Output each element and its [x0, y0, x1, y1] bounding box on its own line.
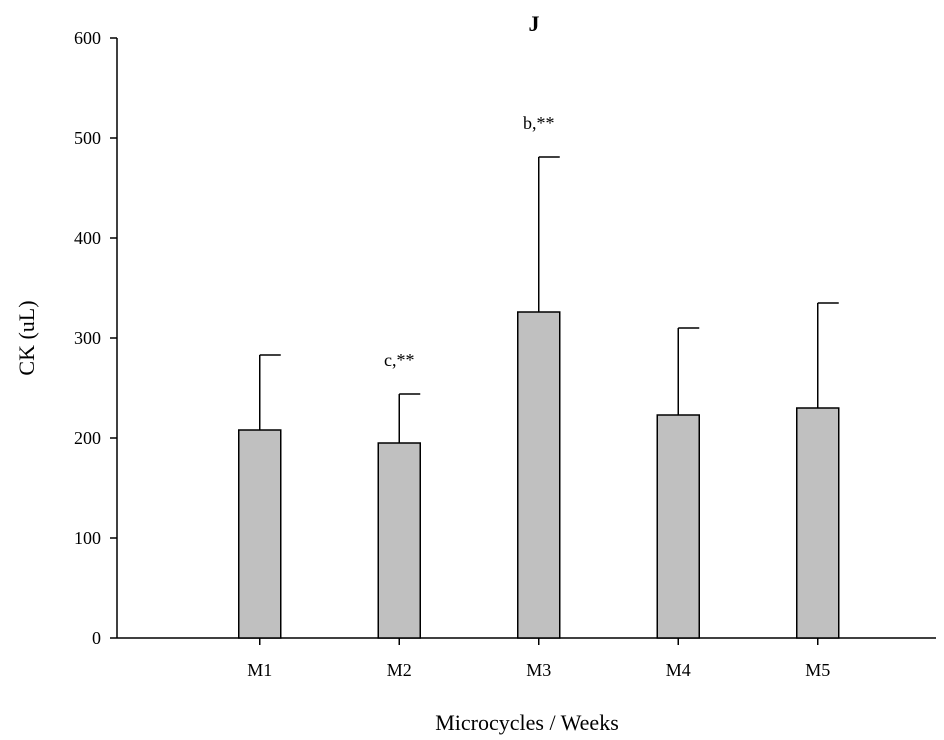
significance-label: b,**: [523, 113, 555, 133]
y-tick-label: 600: [74, 28, 101, 48]
plot-area: 0 100 200 300 400 500 600 M1 M2 c,** M3 b,** M4 M5: [74, 28, 936, 680]
y-tick-label: 100: [74, 528, 101, 548]
x-tick-label: M4: [666, 660, 691, 680]
x-tick-label: M5: [805, 660, 830, 680]
x-axis-title: Microcycles / Weeks: [435, 710, 619, 735]
bar-m2: [377, 442, 421, 639]
x-tick-label: M1: [247, 660, 272, 680]
bar-m3: [517, 311, 561, 639]
y-axis-title: CK (uL): [14, 300, 39, 375]
x-tick-label: M3: [526, 660, 551, 680]
y-tick-label: 500: [74, 128, 101, 148]
bar-m4: [656, 414, 700, 639]
y-tick-label: 0: [92, 628, 101, 648]
significance-label: c,**: [384, 350, 415, 370]
x-tick-label: M2: [387, 660, 412, 680]
chart-title: J: [529, 11, 540, 36]
y-tick-label: 200: [74, 428, 101, 448]
bar-m1: [238, 429, 282, 639]
y-tick-label: 300: [74, 328, 101, 348]
y-tick-label: 400: [74, 228, 101, 248]
bar-m5: [796, 407, 840, 639]
